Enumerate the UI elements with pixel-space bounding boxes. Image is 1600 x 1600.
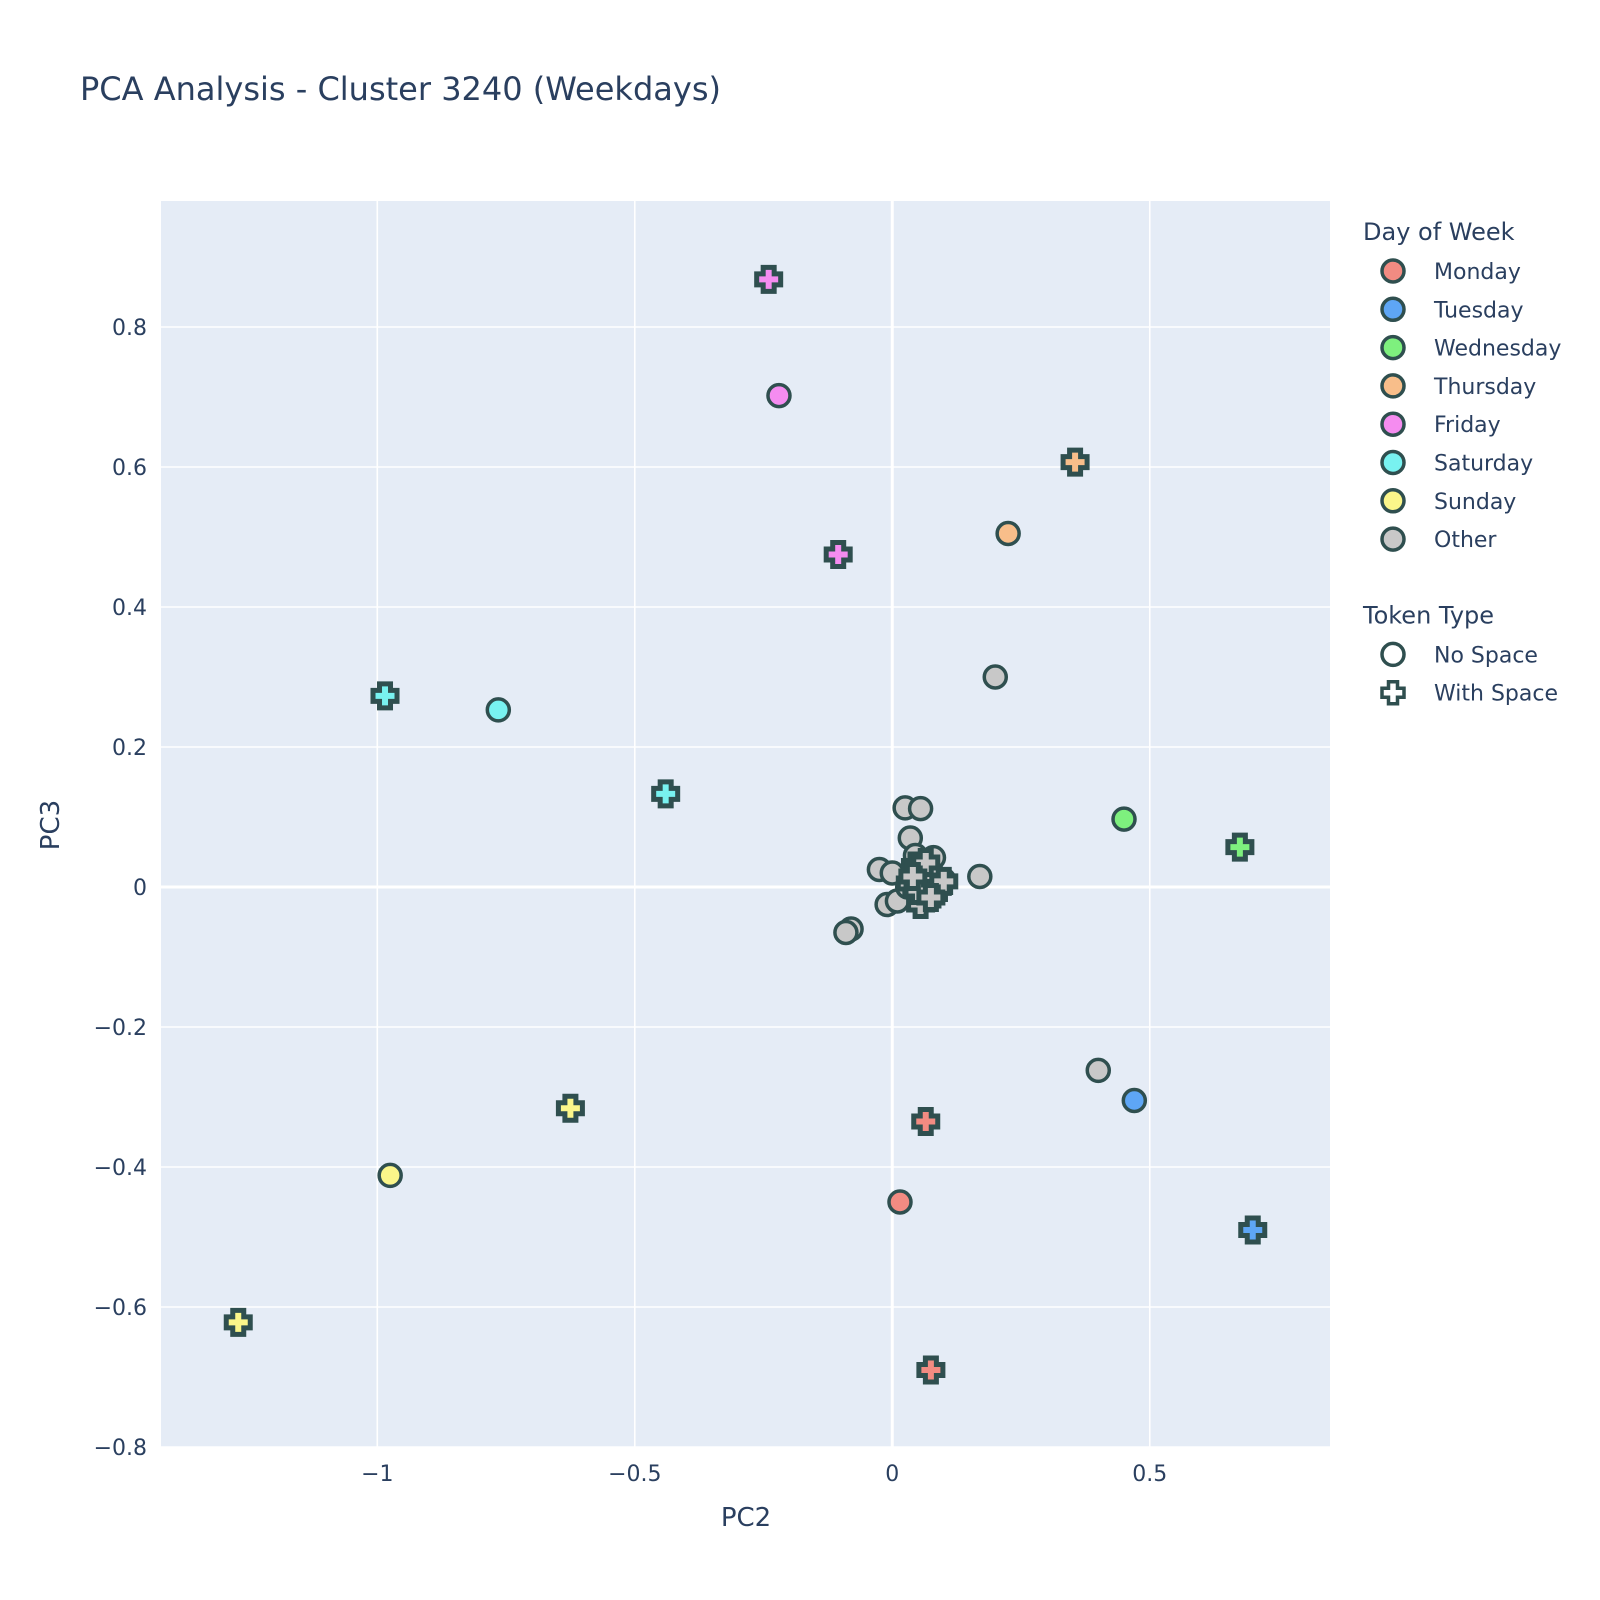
legend-label: Thursday — [1433, 375, 1536, 400]
legend-item-sunday[interactable]: Sunday — [1380, 488, 1516, 515]
y-tick-label: −0.8 — [94, 1436, 147, 1461]
gridlines — [161, 201, 1330, 1448]
data-point-monday-with-space[interactable] — [911, 1107, 941, 1136]
y-tick-label: 0.4 — [112, 596, 147, 621]
legend-marker-icon — [1380, 296, 1406, 323]
legend[interactable]: Day of Week Monday Tuesday Wednesday Thursda… — [1362, 218, 1561, 707]
data-point-other-no-space[interactable] — [1085, 1057, 1112, 1084]
data-point-sunday-with-space[interactable] — [555, 1093, 585, 1123]
x-tick-label: 0 — [885, 1462, 899, 1487]
data-point-other-with-space[interactable] — [916, 883, 946, 912]
legend-label: No Space — [1434, 643, 1538, 668]
data-point-other-no-space[interactable] — [967, 863, 993, 890]
legend-label: Friday — [1434, 413, 1501, 438]
legend-label: Other — [1434, 528, 1497, 553]
legend-marker-icon — [1380, 334, 1406, 361]
y-tick-label: 0.8 — [112, 316, 147, 341]
legend-item-wednesday[interactable]: Wednesday — [1380, 334, 1561, 362]
data-point-thursday-with-space[interactable] — [1060, 447, 1090, 477]
data-point-other-with-space[interactable] — [929, 866, 959, 896]
data-point-sunday-with-space[interactable] — [223, 1307, 253, 1337]
data-points — [223, 264, 1268, 1385]
data-point-wednesday-no-space[interactable] — [1111, 806, 1137, 832]
x-tick-label: −0.5 — [608, 1462, 661, 1487]
legend-marker-icon — [1380, 258, 1406, 284]
legend-label: Saturday — [1434, 452, 1533, 477]
data-point-tuesday-with-space[interactable] — [1238, 1215, 1268, 1245]
data-point-wednesday-with-space[interactable] — [1225, 832, 1255, 862]
x-tick-label: −1 — [361, 1462, 393, 1487]
data-point-other-no-space[interactable] — [907, 795, 934, 822]
data-point-friday-with-space[interactable] — [754, 264, 784, 294]
x-axis-title: PC2 — [721, 1503, 771, 1533]
y-tick-label: 0 — [133, 876, 147, 901]
chart-title: PCA Analysis - Cluster 3240 (Weekdays) — [80, 70, 721, 108]
legend-label: Monday — [1434, 260, 1521, 285]
legend-label: With Space — [1434, 682, 1558, 707]
legend-label: Wednesday — [1434, 337, 1561, 362]
data-point-friday-no-space[interactable] — [766, 382, 792, 409]
legend-title: Day of Week — [1363, 218, 1515, 246]
legend-marker-icon — [1380, 641, 1406, 668]
y-tick-label: −0.4 — [94, 1156, 147, 1181]
tick-labels: −1 −0.5 0 0.5 −0.8 −0.6 −0.4 −0.2 0 0.2 0.4 0.6 0.8 — [94, 316, 1168, 1487]
legend-item-other[interactable]: Other — [1380, 526, 1497, 553]
legend-item-no-space[interactable]: No Space — [1380, 641, 1538, 668]
legend-item-saturday[interactable]: Saturday — [1380, 449, 1533, 477]
data-point-monday-with-space[interactable] — [916, 1355, 946, 1385]
legend-marker-icon — [1380, 449, 1406, 476]
y-tick-label: 0.6 — [112, 456, 147, 481]
legend-item-monday[interactable]: Monday — [1380, 258, 1521, 285]
y-axis-title: PC3 — [36, 800, 66, 850]
legend-item-with-space[interactable]: With Space — [1380, 679, 1558, 707]
data-point-saturday-no-space[interactable] — [485, 697, 512, 723]
data-point-saturday-with-space[interactable] — [651, 779, 681, 809]
y-tick-label: −0.2 — [94, 1016, 147, 1041]
x-tick-label: 0.5 — [1132, 1462, 1167, 1487]
legend-item-thursday[interactable]: Thursday — [1380, 373, 1536, 400]
legend-marker-icon — [1380, 373, 1406, 399]
plot-area — [161, 201, 1330, 1447]
data-point-other-with-space[interactable] — [898, 862, 928, 891]
legend-marker-icon — [1380, 411, 1406, 437]
data-point-thursday-no-space[interactable] — [995, 520, 1021, 547]
data-point-saturday-with-space[interactable] — [370, 681, 400, 711]
data-point-monday-no-space[interactable] — [887, 1189, 913, 1215]
data-point-tuesday-no-space[interactable] — [1121, 1087, 1148, 1114]
legend-item-friday[interactable]: Friday — [1380, 411, 1501, 438]
y-tick-label: 0.2 — [112, 736, 147, 761]
legend-item-tuesday[interactable]: Tuesday — [1380, 296, 1524, 323]
data-point-friday-with-space[interactable] — [823, 540, 853, 569]
legend-label: Tuesday — [1433, 298, 1524, 323]
legend-marker-icon — [1380, 526, 1406, 552]
data-point-sunday-no-space[interactable] — [377, 1162, 403, 1189]
legend-label: Sunday — [1434, 490, 1516, 515]
y-tick-label: −0.6 — [94, 1296, 147, 1321]
legend-marker-icon — [1380, 488, 1406, 514]
data-point-other-no-space[interactable] — [833, 919, 859, 946]
legend-title: Token Type — [1362, 601, 1494, 629]
legend-marker-icon — [1380, 679, 1406, 706]
data-point-other-no-space[interactable] — [982, 664, 1009, 690]
